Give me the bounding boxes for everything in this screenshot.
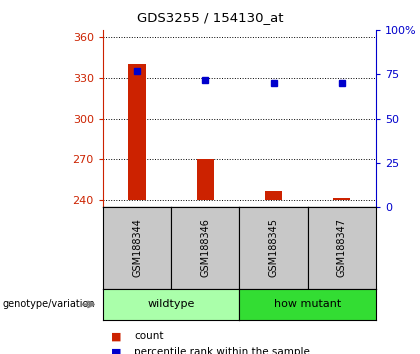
Text: GSM188345: GSM188345 — [268, 218, 278, 277]
Text: GSM188346: GSM188346 — [200, 218, 210, 277]
Text: GSM188344: GSM188344 — [132, 218, 142, 277]
Text: GDS3255 / 154130_at: GDS3255 / 154130_at — [137, 11, 283, 24]
Bar — [333, 198, 350, 200]
Text: ■: ■ — [111, 331, 122, 341]
Text: count: count — [134, 331, 164, 341]
Bar — [197, 159, 214, 200]
Text: ■: ■ — [111, 347, 122, 354]
Text: percentile rank within the sample: percentile rank within the sample — [134, 347, 310, 354]
Text: how mutant: how mutant — [274, 299, 341, 309]
Bar — [265, 191, 282, 200]
Bar — [129, 64, 146, 200]
Text: genotype/variation: genotype/variation — [2, 299, 95, 309]
Text: GSM188347: GSM188347 — [337, 218, 347, 277]
Text: wildtype: wildtype — [147, 299, 195, 309]
